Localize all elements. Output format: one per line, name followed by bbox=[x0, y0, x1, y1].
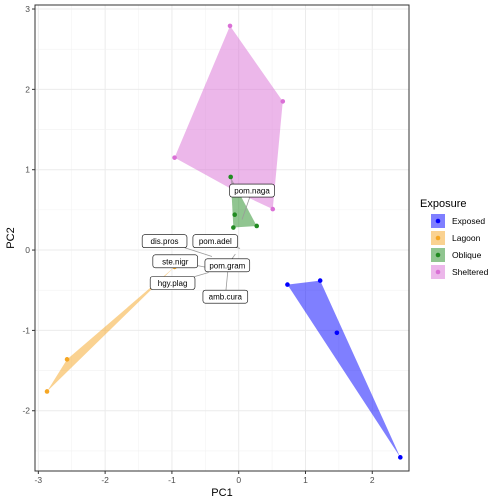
point-lagoon bbox=[44, 389, 50, 394]
label-text: amb.cura bbox=[209, 293, 243, 302]
label-box bbox=[141, 234, 188, 249]
label-pom-gram: pom.gram bbox=[204, 258, 251, 273]
legend-key-point bbox=[435, 235, 441, 241]
label-box bbox=[152, 254, 198, 269]
label-box bbox=[202, 289, 249, 304]
label-pom-adel: pom.adel bbox=[192, 234, 239, 249]
x-tick-label: 0 bbox=[236, 475, 241, 485]
point-sheltered bbox=[280, 99, 286, 104]
point-exposed bbox=[398, 455, 403, 460]
legend-item-oblique: Oblique bbox=[431, 248, 482, 262]
legend-label: Sheltered bbox=[452, 267, 489, 277]
point-oblique bbox=[231, 225, 236, 230]
label-text: ste.nigr bbox=[162, 257, 189, 266]
panel-border bbox=[34, 4, 410, 472]
point-oblique bbox=[254, 223, 260, 229]
y-tick-label: -2 bbox=[22, 406, 30, 416]
legend-item-lagoon: Lagoon bbox=[431, 231, 481, 245]
hulls bbox=[47, 25, 401, 458]
legend: Exposure Exposed Lagoon Oblique Sheltered bbox=[420, 198, 489, 279]
point-oblique bbox=[228, 174, 233, 180]
label-pom-naga: pom.naga bbox=[229, 183, 275, 198]
point-exposed bbox=[317, 278, 323, 283]
y-tick-label: 0 bbox=[25, 245, 30, 255]
legend-item-exposed: Exposed bbox=[431, 214, 485, 228]
legend-key-point bbox=[435, 252, 441, 258]
legend-key-point bbox=[435, 218, 441, 224]
label-text: pom.gram bbox=[209, 261, 245, 270]
x-tick-label: 1 bbox=[303, 475, 308, 485]
x-tick-label: -2 bbox=[101, 475, 109, 485]
x-tick-label: -1 bbox=[168, 475, 176, 485]
legend-item-sheltered: Sheltered bbox=[431, 265, 489, 279]
legend-label: Lagoon bbox=[452, 233, 481, 243]
point-sheltered bbox=[227, 23, 233, 29]
legend-label: Exposed bbox=[452, 216, 485, 226]
label-box bbox=[149, 276, 196, 290]
point-sheltered bbox=[172, 155, 177, 160]
label-box bbox=[192, 234, 239, 249]
label-hgy-plag: hgy.plag bbox=[149, 276, 196, 290]
points bbox=[44, 23, 403, 460]
label-text: pom.adel bbox=[199, 237, 232, 246]
label-text: pom.naga bbox=[234, 187, 270, 196]
point-oblique bbox=[232, 212, 237, 217]
legend-key-point bbox=[435, 269, 441, 275]
point-exposed bbox=[334, 330, 340, 336]
hull-exposed bbox=[287, 280, 401, 458]
point-sheltered bbox=[270, 206, 276, 212]
y-tick-label: -1 bbox=[22, 325, 30, 335]
x-tick-label: 2 bbox=[370, 475, 375, 485]
point-exposed bbox=[285, 282, 290, 287]
label-dis-pros: dis.pros bbox=[141, 234, 188, 249]
y-tick-label: 3 bbox=[25, 4, 30, 14]
label-amb-cura: amb.cura bbox=[202, 289, 249, 304]
point-labels: pom.naga dis.pros pom.adel ste.nigr pom.gram… bbox=[141, 183, 275, 304]
x-axis-title: PC1 bbox=[211, 487, 232, 499]
label-text: hgy.plag bbox=[158, 279, 188, 288]
hull-sheltered bbox=[174, 25, 283, 210]
x-tick-label: -3 bbox=[35, 475, 43, 485]
legend-title: Exposure bbox=[420, 198, 466, 210]
point-lagoon bbox=[64, 357, 70, 362]
y-axis-title: PC2 bbox=[5, 227, 17, 248]
y-tick-label: 2 bbox=[25, 84, 30, 94]
legend-label: Oblique bbox=[452, 250, 482, 260]
label-ste-nigr: ste.nigr bbox=[152, 254, 198, 269]
label-box bbox=[204, 258, 251, 273]
label-text: dis.pros bbox=[151, 237, 179, 246]
label-box bbox=[229, 183, 275, 198]
y-tick-label: 1 bbox=[25, 165, 30, 175]
hull-lagoon bbox=[47, 266, 175, 392]
axis-ticks: -3 -2 -1 0 1 2 -2 -1 0 1 2 3 bbox=[22, 4, 374, 485]
